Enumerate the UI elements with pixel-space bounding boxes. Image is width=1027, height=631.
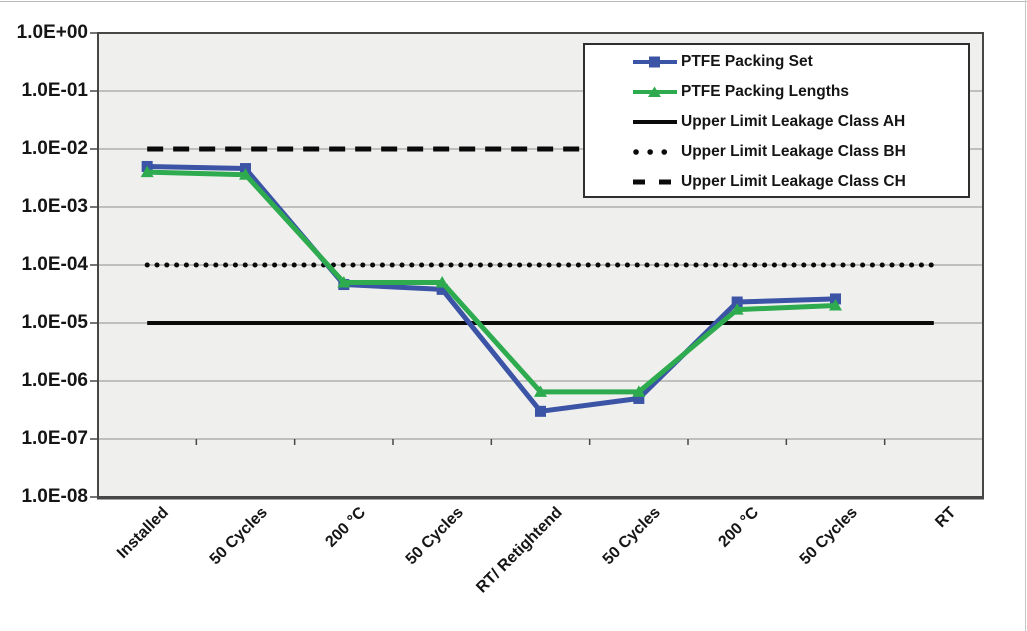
y-axis-label: 1.0E-05: [21, 312, 88, 333]
marker-square: [535, 405, 546, 417]
marker-triangle: [435, 275, 449, 288]
series-line-triangle: [147, 169, 836, 395]
marker-square: [731, 296, 743, 308]
dotted-line-swatch-icon: [633, 149, 674, 155]
marker-triangle: [140, 165, 154, 178]
chart-legend: PTFE Packing Set PTFE Packing Lengths Uppe…: [583, 43, 970, 198]
marker-triangle: [337, 275, 351, 288]
y-axis-label: 1.0E-03: [21, 196, 88, 217]
y-axis-label: 1.0E+00: [16, 22, 88, 43]
marker-square: [830, 293, 841, 305]
marker-triangle: [239, 168, 252, 180]
green-triangle-line-swatch-icon: [633, 86, 677, 97]
legend-label: Upper Limit Leakage Class CH: [681, 173, 906, 190]
legend-item: PTFE Packing Lengths: [585, 77, 968, 107]
blue-square-line-icon: [631, 55, 679, 69]
legend-item: PTFE Packing Set: [585, 47, 968, 77]
legend-label: PTFE Packing Lengths: [681, 83, 849, 100]
legend-label: Upper Limit Leakage Class BH: [681, 143, 906, 160]
legend-item: Upper Limit Leakage Class BH: [585, 137, 968, 167]
legend-item: Upper Limit Leakage Class CH: [585, 167, 968, 197]
series-line-square: [147, 163, 836, 414]
marker-square: [436, 283, 448, 295]
y-axis-label: 1.0E-06: [21, 370, 88, 391]
dashed-line-icon: [631, 175, 679, 189]
y-axis-label: 1.0E-08: [21, 486, 88, 507]
y-axis-label: 1.0E-01: [21, 80, 88, 101]
green-triangle-line-icon: [631, 85, 679, 99]
dashed-line-swatch-icon: [633, 179, 677, 185]
marker-square: [633, 392, 645, 404]
marker-triangle: [829, 299, 842, 311]
solid-line-swatch-icon: [633, 120, 677, 124]
marker-triangle: [730, 303, 744, 315]
solid-line-icon: [631, 115, 679, 129]
marker-triangle: [534, 385, 547, 397]
legend-label: PTFE Packing Set: [681, 53, 813, 70]
dotted-line-icon: [631, 145, 679, 159]
y-axis-label: 1.0E-07: [21, 428, 88, 449]
legend-item: Upper Limit Leakage Class AH: [585, 107, 968, 137]
marker-triangle: [632, 385, 646, 397]
y-axis-label: 1.0E-02: [21, 138, 88, 159]
legend-label: Upper Limit Leakage Class AH: [681, 113, 906, 130]
page-border-right: [1025, 0, 1026, 631]
page-border-top: [0, 1, 1027, 2]
y-axis-label: 1.0E-04: [21, 254, 88, 275]
blue-square-line-swatch-icon: [633, 56, 677, 68]
